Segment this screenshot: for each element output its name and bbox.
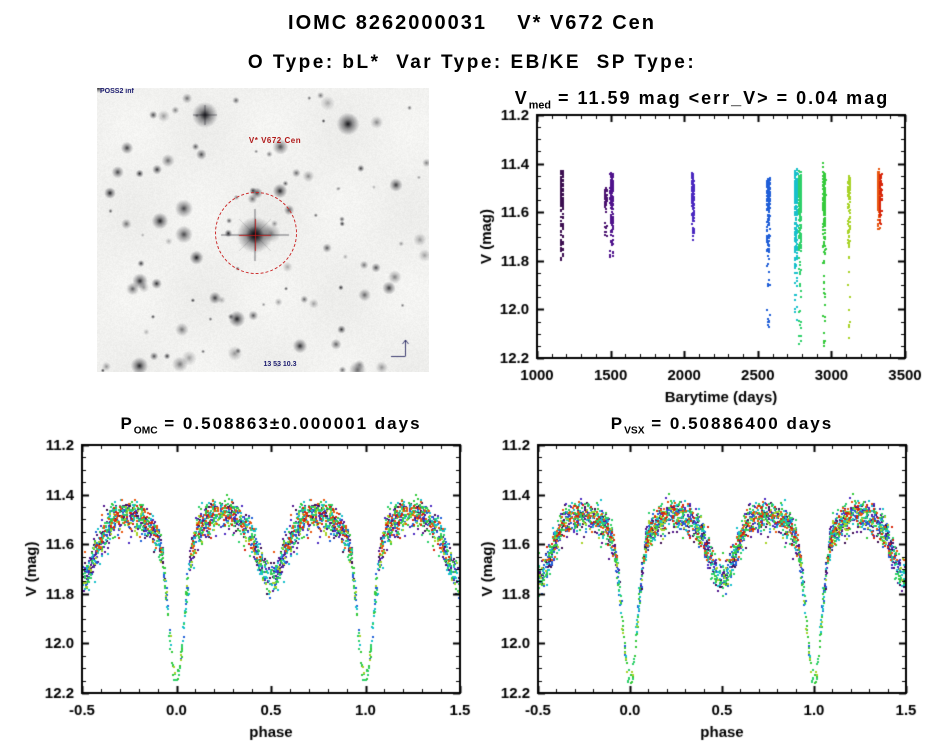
title-subscript: VSX — [624, 425, 645, 437]
barytime-lightcurve-plot — [460, 85, 944, 418]
survey-label: POSS2 inf — [100, 88, 134, 95]
title-symbol: P — [610, 414, 625, 433]
omc-period-plot-title: POMC = 0.508863±0.000001 days — [82, 414, 460, 436]
target-marker-circle — [215, 192, 297, 274]
finder-target-label: V* V672 Cen — [248, 136, 302, 145]
title-value: = 0.508863±0.000001 days — [157, 414, 422, 433]
page-title: IOMC 8262000031 V* V672 Cen — [288, 12, 656, 34]
title-value: = 0.50886400 days — [644, 414, 834, 433]
phase-folded-vsx-plot — [476, 438, 944, 747]
title-subscript: OMC — [133, 425, 158, 437]
vsx-period-plot-title: PVSX = 0.50886400 days — [538, 414, 906, 436]
phase-folded-omc-plot — [20, 438, 472, 747]
finder-coords-label: 13 53 10.3 — [263, 361, 297, 368]
page-subtitle: O Type: bL* Var Type: EB/KE SP Type: — [247, 52, 697, 73]
title-symbol: P — [120, 414, 134, 433]
